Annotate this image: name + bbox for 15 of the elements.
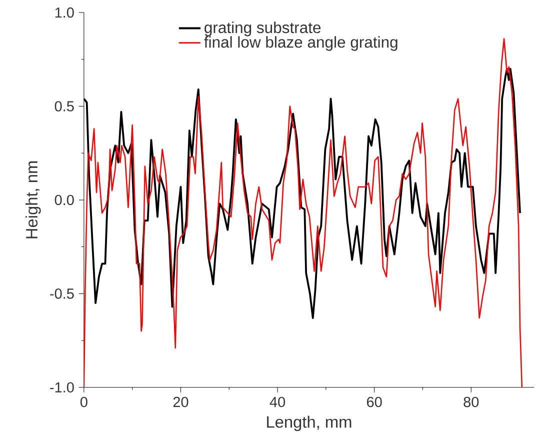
- x-tick-label: 40: [270, 396, 286, 407]
- y-tick-label: -0.5: [50, 288, 74, 299]
- y-tick-label: 0.5: [54, 100, 74, 112]
- x-tick-label: 80: [464, 396, 479, 407]
- y-tick-label: -1.0: [50, 382, 74, 392]
- x-axis-title: Length, mm: [267, 416, 352, 431]
- x-tick-label: 60: [367, 396, 382, 407]
- y-axis-title: Height, nm: [26, 161, 41, 238]
- y-tick-label: 1.0: [55, 7, 74, 18]
- x-tick-label: 20: [173, 396, 188, 407]
- line-series: [84, 38, 523, 388]
- legend-label: final low blaze angle grating: [204, 36, 398, 51]
- legend-label: grating substrate: [204, 21, 321, 36]
- x-tick-label: 0: [80, 396, 88, 407]
- y-tick-label: 0.0: [54, 194, 74, 205]
